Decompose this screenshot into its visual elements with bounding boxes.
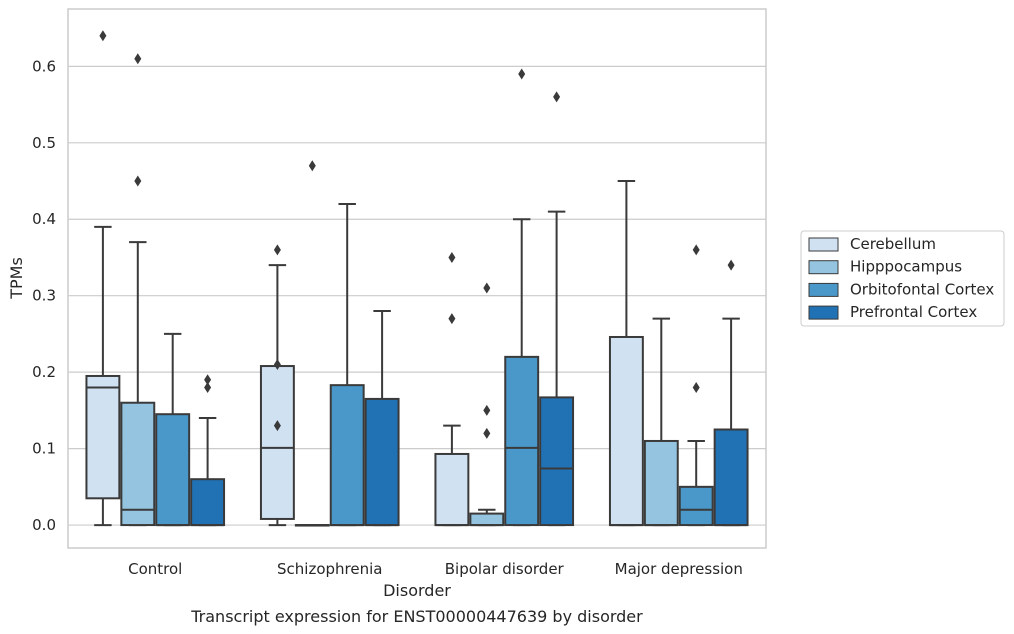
- outlier-point: [483, 427, 491, 439]
- outlier-point: [483, 404, 491, 416]
- box-group: [85, 30, 121, 527]
- box: [259, 365, 295, 520]
- outlier-point: [134, 53, 142, 65]
- legend-swatch: [808, 305, 839, 320]
- legend-swatch: [808, 260, 839, 275]
- outlier-point: [134, 175, 142, 187]
- box: [120, 401, 156, 527]
- x-tick-label: Bipolar disorder: [445, 560, 565, 578]
- legend-label: Orbitofontal Cortex: [850, 280, 994, 298]
- plot-frame: [67, 8, 767, 549]
- box-group: [608, 180, 644, 527]
- box: [155, 413, 191, 527]
- box: [539, 396, 575, 527]
- box-series-layer: [85, 30, 749, 527]
- legend-swatch: [808, 237, 839, 252]
- box: [85, 374, 121, 500]
- y-tick-label: 0.0: [32, 516, 56, 534]
- box-group: [190, 374, 226, 527]
- box: [190, 478, 226, 527]
- box: [329, 384, 365, 527]
- outlier-point: [448, 251, 456, 263]
- legend-frame: [800, 230, 1005, 327]
- outlier-point: [273, 420, 281, 432]
- box-group: [678, 244, 714, 527]
- outlier-point: [99, 30, 107, 42]
- box: [469, 512, 505, 527]
- x-tick-label: Major depression: [615, 560, 743, 578]
- box-group: [713, 259, 749, 527]
- legend-label: Hipppocampus: [850, 258, 962, 276]
- x-tick-label: Schizophrenia: [277, 560, 382, 578]
- y-tick-label: 0.2: [32, 363, 56, 381]
- box-group: [259, 244, 295, 527]
- legend-label: Cerebellum: [850, 235, 936, 253]
- box-group: [469, 282, 505, 527]
- x-tick-labels: Control Schizophrenia Bipolar disorder Majo…: [128, 560, 743, 578]
- box-group: [643, 317, 679, 527]
- box-group: [155, 332, 191, 527]
- y-tick-labels: 0.0 0.1 0.2 0.3 0.4 0.5 0.6: [32, 57, 56, 534]
- y-tick-label: 0.6: [32, 57, 56, 75]
- box: [504, 355, 540, 527]
- outlier-point: [692, 244, 700, 256]
- legend-label: Prefrontal Cortex: [850, 303, 977, 321]
- chart-title: Transcript expression for ENST0000044763…: [190, 607, 643, 626]
- y-tick-label: 0.1: [32, 440, 56, 458]
- box: [643, 439, 679, 527]
- box: [713, 428, 749, 527]
- outlier-point: [273, 244, 281, 256]
- outlier-point: [448, 313, 456, 325]
- box: [608, 335, 644, 527]
- y-tick-label: 0.5: [32, 134, 56, 152]
- outlier-point: [483, 282, 491, 294]
- y-tick-label: 0.3: [32, 287, 56, 305]
- outlier-point: [204, 381, 212, 393]
- box-group: [329, 202, 365, 527]
- x-axis-title: Disorder: [383, 581, 451, 600]
- box: [434, 452, 470, 527]
- box-group: [364, 309, 400, 527]
- box: [678, 485, 714, 527]
- x-tick-label: Control: [128, 560, 182, 578]
- outlier-point: [308, 160, 316, 172]
- box: [364, 397, 400, 527]
- legend: Cerebellum Hipppocampus Orbitofontal Corte…: [800, 230, 1005, 327]
- outlier-point: [692, 381, 700, 393]
- box-group: [434, 251, 470, 527]
- box-group: [504, 68, 540, 527]
- legend-swatch: [808, 282, 839, 297]
- box-group: [120, 53, 156, 527]
- outlier-point: [273, 359, 281, 371]
- y-tick-label: 0.4: [32, 210, 56, 228]
- outlier-point: [727, 259, 735, 271]
- outlier-point: [518, 68, 526, 80]
- outlier-point: [553, 91, 561, 103]
- box-group: [539, 91, 575, 527]
- outlier-point: [204, 374, 212, 386]
- box-group: [294, 160, 330, 527]
- y-axis-title: TPMs: [7, 257, 26, 300]
